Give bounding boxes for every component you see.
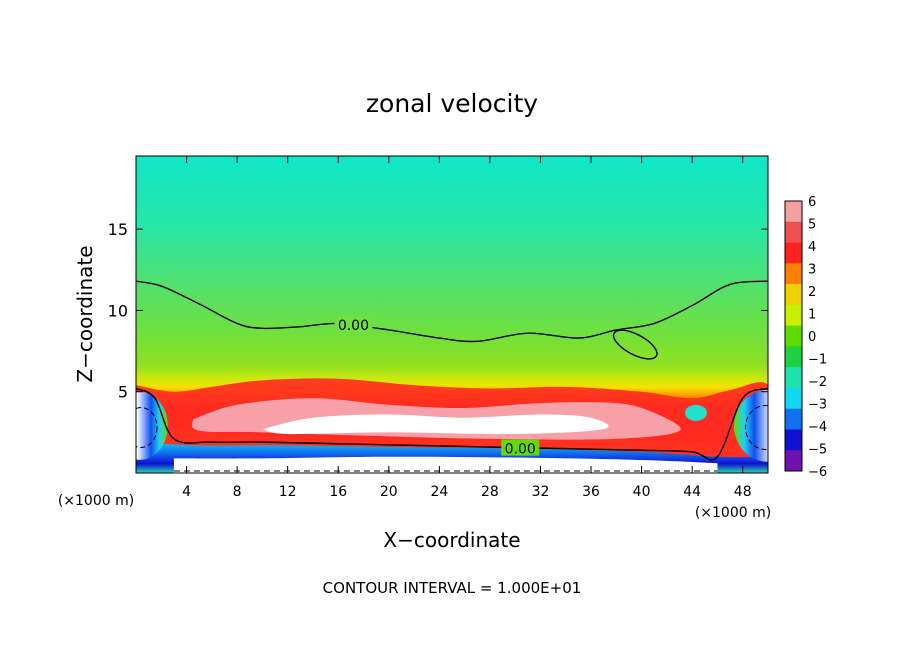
contour-right-dashed [744, 404, 768, 450]
field-left-vortex [136, 391, 168, 460]
colorbar-frame [784, 200, 803, 472]
colorbar-label: −4 [808, 420, 827, 435]
colorbar-label: 1 [808, 308, 816, 323]
colorbar-swatch [785, 221, 802, 244]
y-tick-label: 15 [108, 220, 128, 239]
x-tick-label: 28 [481, 484, 499, 500]
colorbar-swatch [785, 429, 802, 451]
colorbar-label: 6 [808, 195, 816, 210]
contour-line-1 [136, 280, 768, 343]
x-tick-label: 16 [329, 484, 347, 500]
colorbar-label: 3 [808, 263, 816, 278]
colorbar-label: −1 [808, 353, 827, 368]
colorbar-swatch [785, 201, 802, 223]
x-tick-label: 48 [734, 484, 752, 500]
x-tick-label: 12 [279, 484, 297, 500]
x-tick-label: 32 [532, 484, 550, 500]
y-axis-label: Z−coordinate [73, 245, 97, 382]
colorbar-swatch [785, 325, 802, 347]
x-tick-label: 4 [182, 484, 191, 500]
colorbar-label: −3 [808, 398, 827, 413]
y-axis-unit: (×1000 m) [58, 493, 134, 509]
colorbar-swatch [785, 450, 802, 472]
colorbar-swatch [785, 346, 802, 368]
contour-closed-loop [612, 329, 658, 360]
field-upper-minimum [475, 156, 656, 191]
colorbar-swatch [785, 387, 802, 410]
x-tick-label: 40 [633, 484, 651, 500]
x-tick-label: 24 [430, 484, 448, 500]
field-surface-core [173, 456, 718, 473]
field-jet-core [262, 414, 609, 435]
contour-label-bg-1 [334, 316, 373, 333]
plot-frame [135, 155, 769, 474]
x-tick-label: 8 [233, 484, 242, 500]
chart-title: zonal velocity [366, 89, 538, 118]
x-tick-label: 36 [582, 484, 600, 500]
contour-label-2: 0.00 [505, 442, 536, 458]
colorbar-swatch [785, 304, 802, 327]
y-tick-label: 10 [108, 301, 128, 320]
contour-interval-note: CONTOUR INTERVAL = 1.000E+01 [323, 579, 582, 597]
contour-label-bg-2 [501, 439, 540, 456]
colorbar-swatch [785, 242, 802, 264]
colorbar-swatch [785, 263, 802, 285]
field-right-vortex [734, 389, 768, 462]
colorbar-label: −2 [808, 375, 827, 390]
colorbar-label: −6 [808, 465, 827, 480]
colorbar: 6 5 4 3 2 1 0 −1 −2 −3 −4 −5 −6 [784, 195, 827, 480]
colorbar-label: 5 [808, 218, 816, 233]
colorbar-label: −5 [808, 443, 827, 458]
contour-line-2 [136, 387, 768, 461]
y-tick-label: 5 [118, 383, 128, 402]
x-axis-label: X−coordinate [383, 528, 520, 552]
field-cyan-patch [684, 404, 707, 421]
x-tick-label: 20 [380, 484, 398, 500]
colorbar-swatch [785, 284, 802, 306]
contour-label-1: 0.00 [338, 318, 369, 334]
colorbar-swatch [785, 367, 802, 389]
contour-left-dashed [136, 406, 158, 448]
x-axis-unit: (×1000 m) [695, 505, 771, 521]
colorbar-label: 0 [808, 330, 816, 345]
colorbar-label: 2 [808, 285, 816, 300]
colorbar-label: 4 [808, 240, 816, 255]
plot-area: 0.00 0.00 [136, 156, 768, 473]
colorbar-swatch [785, 408, 802, 430]
x-tick-label: 44 [683, 484, 701, 500]
